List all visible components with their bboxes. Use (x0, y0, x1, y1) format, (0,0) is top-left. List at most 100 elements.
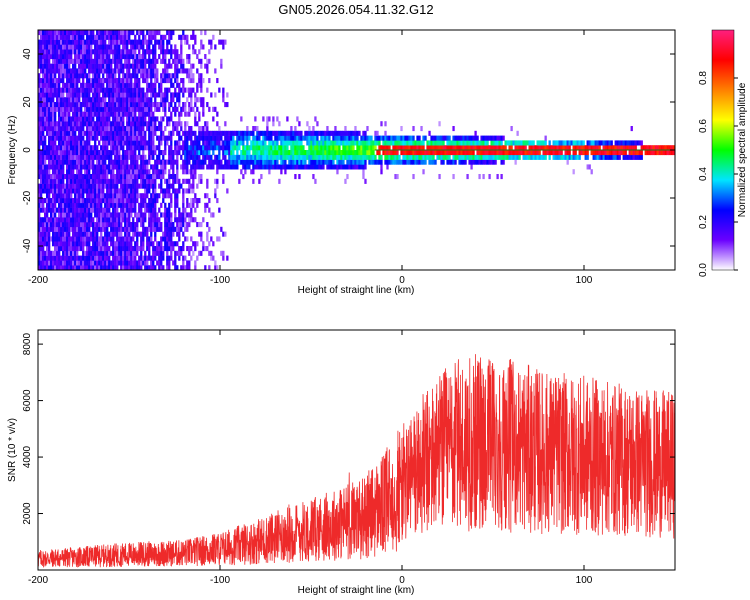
spectrogram-cell (100, 212, 103, 218)
spectrogram-cell (188, 135, 191, 141)
spectrogram-cell (140, 130, 143, 136)
spectrogram-cell (46, 97, 49, 103)
spectrogram-cell (452, 154, 455, 160)
spectrogram-cell (60, 97, 63, 103)
spectrogram-cell (162, 255, 165, 261)
spectrogram-cell (154, 34, 157, 40)
spectrogram-cell (282, 135, 285, 141)
spectrogram-cell (330, 164, 333, 170)
spectrogram-cell (144, 231, 147, 237)
spectrogram-cell (128, 116, 131, 122)
spectrogram-cell (148, 44, 151, 50)
spectrogram-cell (300, 145, 303, 151)
spectrogram-cell (160, 169, 163, 175)
spectrogram-cell (94, 63, 97, 69)
spectrogram-cell (146, 30, 149, 36)
spectrogram-cell (124, 106, 127, 112)
spectrogram-cell (92, 250, 95, 256)
spectrogram-cell (56, 255, 59, 261)
spectrogram-cell (490, 154, 493, 160)
spectrogram-cell (80, 140, 83, 146)
spectrogram-cell (176, 164, 179, 170)
spectrogram-cell (456, 135, 459, 141)
spectrogram-cell (458, 150, 461, 156)
spectrogram-cell (48, 159, 51, 165)
spectrogram-cell (162, 58, 165, 64)
spectrogram-cell (308, 154, 311, 160)
spectrogram-cell (118, 130, 121, 136)
spectrogram-cell (468, 135, 471, 141)
spectrogram-cell (166, 207, 169, 213)
spectrogram-cell (206, 58, 209, 64)
spectrogram-cell (334, 130, 337, 136)
spectrogram-cell (190, 68, 193, 74)
spectrogram-cell (66, 188, 69, 194)
spectrogram-cell (306, 154, 309, 160)
spectrogram-cell (368, 150, 371, 156)
spectrogram-cell (110, 222, 113, 228)
spectrogram-cell (152, 207, 155, 213)
spectrogram-cell (136, 135, 139, 141)
spectrogram-cell (90, 159, 93, 165)
spectrogram-cell (88, 169, 91, 175)
spectrogram-cell (354, 140, 357, 146)
spectrogram-cell (194, 34, 197, 40)
spectrogram-cell (138, 135, 141, 141)
spectrogram-cell (188, 250, 191, 256)
spectrogram-cell (124, 212, 127, 218)
spectrogram-cell (504, 145, 507, 151)
spectrogram-cell (122, 92, 125, 98)
spectrogram-cell (76, 34, 79, 40)
spectrogram-cell (148, 54, 151, 60)
spectrogram-cell (636, 150, 639, 156)
spectrogram-cell (298, 164, 301, 170)
spectrogram-cell (120, 188, 123, 194)
spectrogram-cell (78, 236, 81, 242)
spectrogram-cell (170, 92, 173, 98)
spectrogram-cell (64, 111, 67, 117)
spectrogram-cell (98, 241, 101, 247)
spectrogram-cell (42, 265, 45, 270)
spectrogram-cell (160, 135, 163, 141)
spectrogram-cell (66, 241, 69, 247)
spectrogram-cell (176, 49, 179, 55)
spectrogram-cell (82, 58, 85, 64)
spectrogram-cell (162, 246, 165, 252)
spectrogram-cell (262, 116, 265, 122)
spectrogram-cell (144, 102, 147, 108)
spectrogram-cell (168, 30, 171, 36)
spectrogram-cell (40, 97, 43, 103)
spectrogram-cell (500, 174, 503, 180)
spectrogram-cell (138, 231, 141, 237)
spectrogram-cell (186, 121, 189, 127)
spectrogram-cell (164, 222, 167, 228)
spectrogram-cell (158, 265, 161, 270)
spectrogram-cell (524, 145, 527, 151)
spectrogram-cell (86, 34, 89, 40)
spectrogram-cell (330, 145, 333, 151)
spectrogram-cell (156, 102, 159, 108)
spectrogram-cell (464, 135, 467, 141)
spectrogram-cell (220, 159, 223, 165)
spectrogram-cell (124, 130, 127, 136)
spectrogram-cell (76, 140, 79, 146)
spectrogram-cell (198, 159, 201, 165)
spectrogram-cell (144, 145, 147, 151)
spectrogram-cell (146, 106, 149, 112)
spectrogram-cell (74, 73, 77, 79)
spectrogram-cell (116, 34, 119, 40)
spectrogram-cell (94, 241, 97, 247)
spectrogram-cell (662, 150, 665, 156)
spectrogram-cell (62, 78, 65, 84)
spectrogram-cell (108, 63, 111, 69)
spectrogram-cell (134, 169, 137, 175)
spectrogram-cell (66, 73, 69, 79)
spectrogram-cell (96, 111, 99, 117)
spectrogram-cell (152, 30, 155, 36)
spectrogram-cell (68, 265, 71, 270)
spectrogram-cell (38, 198, 41, 204)
spectrogram-cell (206, 183, 209, 189)
spectrogram-cell (198, 97, 201, 103)
spectrogram-cell (256, 154, 259, 160)
spectrogram-cell (150, 111, 153, 117)
